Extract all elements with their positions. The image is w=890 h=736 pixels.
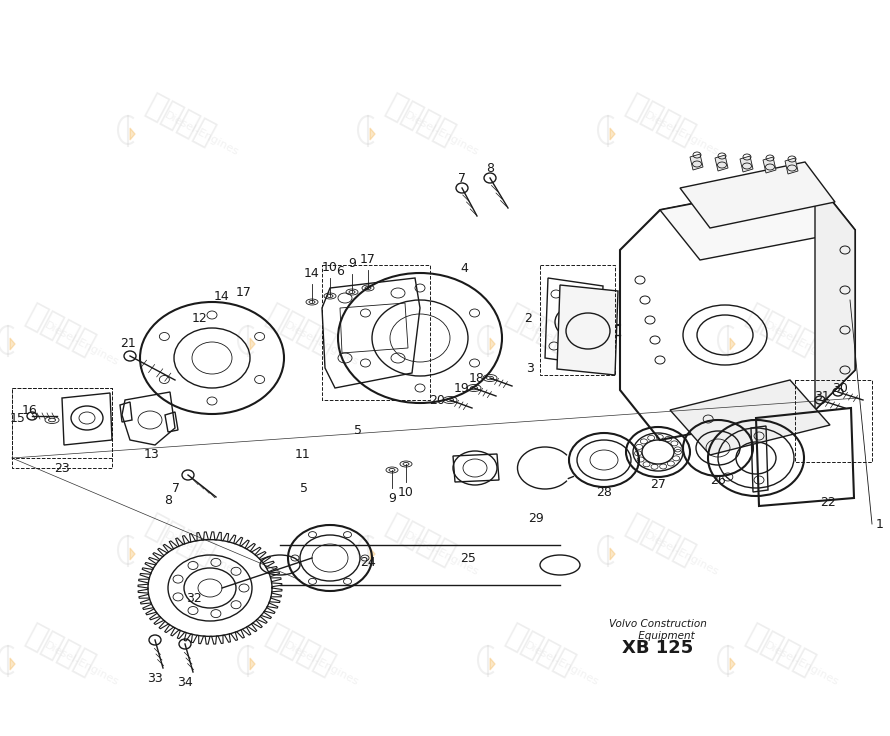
Text: 27: 27 <box>650 478 666 490</box>
Text: Diesel-Engines: Diesel-Engines <box>523 640 601 687</box>
Text: 柴发动力: 柴发动力 <box>621 90 699 150</box>
Text: 8: 8 <box>486 162 494 175</box>
Text: 30: 30 <box>832 381 848 394</box>
Text: 1: 1 <box>876 517 884 531</box>
Text: 21: 21 <box>120 337 136 350</box>
Polygon shape <box>610 548 615 560</box>
Text: 11: 11 <box>295 448 310 461</box>
Text: 柴发动力: 柴发动力 <box>501 300 579 360</box>
Text: 10: 10 <box>398 486 414 499</box>
Text: Diesel-Engines: Diesel-Engines <box>643 110 721 158</box>
Text: 5: 5 <box>300 481 308 495</box>
Text: 8: 8 <box>164 494 172 506</box>
Polygon shape <box>250 338 255 350</box>
Text: 柴发动力: 柴发动力 <box>741 620 819 680</box>
Text: 22: 22 <box>820 495 836 509</box>
Text: 16: 16 <box>22 403 38 417</box>
Text: 柴发动力: 柴发动力 <box>261 620 339 680</box>
Text: 柴发动力: 柴发动力 <box>621 510 699 570</box>
Polygon shape <box>740 156 753 172</box>
Text: Diesel-Engines: Diesel-Engines <box>283 640 360 687</box>
Polygon shape <box>10 658 15 670</box>
Text: 13: 13 <box>144 448 160 461</box>
Polygon shape <box>610 128 615 140</box>
Text: 32: 32 <box>186 592 202 604</box>
Text: 34: 34 <box>177 676 193 689</box>
Text: Diesel-Engines: Diesel-Engines <box>283 320 360 368</box>
Text: Volvo Construction
     Equipment: Volvo Construction Equipment <box>609 619 707 641</box>
Text: Diesel-Engines: Diesel-Engines <box>403 110 481 158</box>
Text: 26: 26 <box>710 473 726 486</box>
Text: Diesel-Engines: Diesel-Engines <box>403 530 481 578</box>
Polygon shape <box>557 285 618 375</box>
Polygon shape <box>660 180 855 260</box>
Text: 18: 18 <box>469 372 485 384</box>
Text: 23: 23 <box>54 461 70 475</box>
Text: 33: 33 <box>147 672 163 685</box>
Text: 7: 7 <box>172 481 180 495</box>
Text: 14: 14 <box>304 267 320 280</box>
Text: 31: 31 <box>814 389 829 403</box>
Text: 19: 19 <box>453 381 469 394</box>
Text: 柴发动力: 柴发动力 <box>21 300 99 360</box>
Polygon shape <box>815 180 855 410</box>
Text: 柴发动力: 柴发动力 <box>141 510 219 570</box>
Text: 柴发动力: 柴发动力 <box>381 90 459 150</box>
Text: 29: 29 <box>528 512 544 525</box>
Text: 17: 17 <box>360 253 376 266</box>
Text: 20: 20 <box>429 394 445 406</box>
Polygon shape <box>370 128 375 140</box>
Text: 12: 12 <box>192 311 208 325</box>
Text: Diesel-Engines: Diesel-Engines <box>523 320 601 368</box>
Text: Diesel-Engines: Diesel-Engines <box>163 530 240 578</box>
Text: 5: 5 <box>354 423 362 436</box>
Text: 25: 25 <box>460 551 476 565</box>
Text: 6: 6 <box>336 265 344 278</box>
Text: 2: 2 <box>524 311 532 325</box>
Text: Diesel-Engines: Diesel-Engines <box>163 110 240 158</box>
Polygon shape <box>10 338 15 350</box>
Text: 柴发动力: 柴发动力 <box>141 90 219 150</box>
Polygon shape <box>370 548 375 560</box>
Polygon shape <box>763 157 776 173</box>
Polygon shape <box>680 162 835 228</box>
Text: 17: 17 <box>236 286 252 299</box>
Polygon shape <box>785 158 798 174</box>
Text: 10: 10 <box>322 261 338 274</box>
Polygon shape <box>490 658 495 670</box>
Polygon shape <box>130 128 135 140</box>
Text: 柴发动力: 柴发动力 <box>21 620 99 680</box>
Text: Diesel-Engines: Diesel-Engines <box>764 640 841 687</box>
Text: 14: 14 <box>214 289 230 302</box>
Text: 9: 9 <box>388 492 396 505</box>
Text: 24: 24 <box>360 556 376 568</box>
Text: 7: 7 <box>458 172 466 185</box>
Text: Diesel-Engines: Diesel-Engines <box>44 640 121 687</box>
Text: 15: 15 <box>10 411 26 425</box>
Polygon shape <box>715 155 728 171</box>
Text: 柴发动力: 柴发动力 <box>381 510 459 570</box>
Text: Diesel-Engines: Diesel-Engines <box>643 530 721 578</box>
Text: XB 125: XB 125 <box>622 639 693 657</box>
Polygon shape <box>130 548 135 560</box>
Polygon shape <box>730 658 735 670</box>
Text: 柴发动力: 柴发动力 <box>741 300 819 360</box>
Text: 28: 28 <box>596 486 612 498</box>
Text: 3: 3 <box>526 361 534 375</box>
Polygon shape <box>670 380 830 455</box>
Polygon shape <box>490 338 495 350</box>
Text: 柴发动力: 柴发动力 <box>501 620 579 680</box>
Text: Diesel-Engines: Diesel-Engines <box>44 320 121 368</box>
Text: 9: 9 <box>348 257 356 270</box>
Text: Diesel-Engines: Diesel-Engines <box>764 320 841 368</box>
Text: 4: 4 <box>460 261 468 275</box>
Polygon shape <box>730 338 735 350</box>
Polygon shape <box>250 658 255 670</box>
Polygon shape <box>690 154 703 170</box>
Text: 柴发动力: 柴发动力 <box>261 300 339 360</box>
